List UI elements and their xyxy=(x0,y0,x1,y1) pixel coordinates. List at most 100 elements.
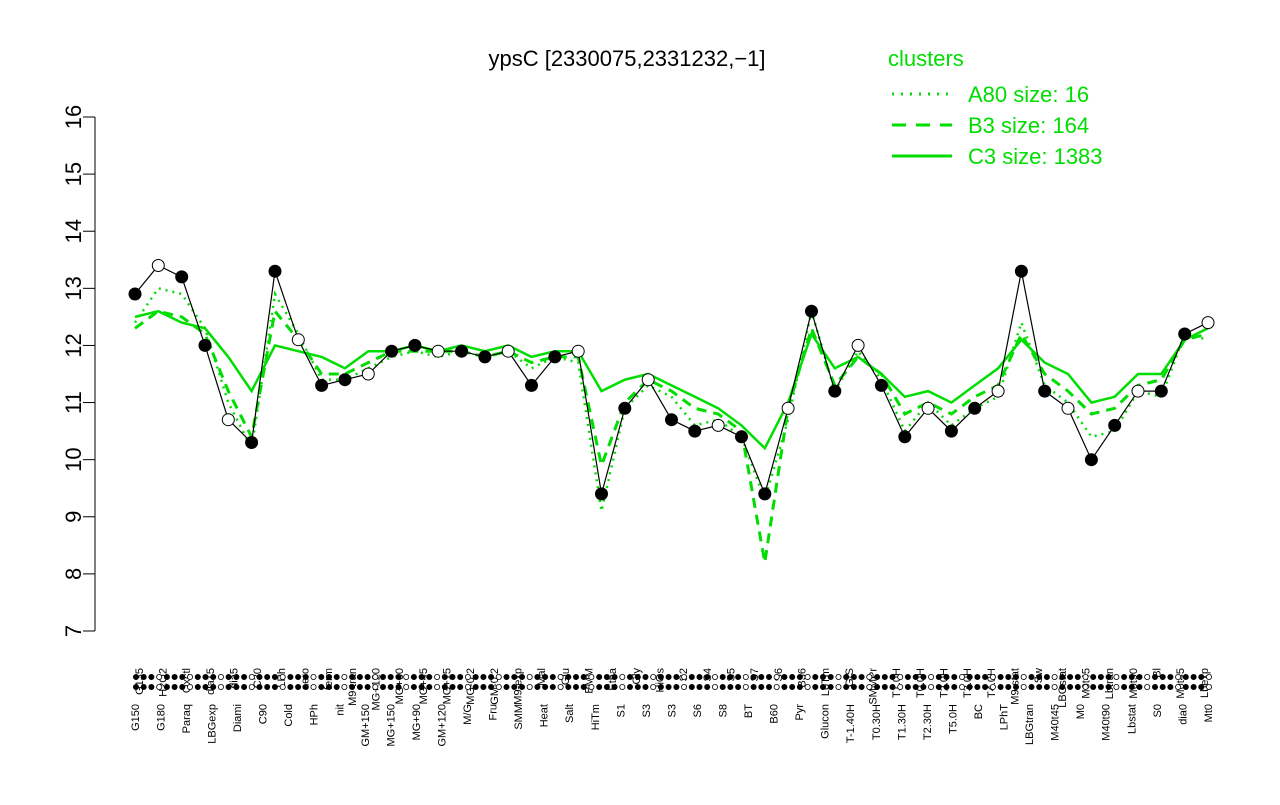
x-marker-dot xyxy=(827,684,834,691)
x-marker-dot xyxy=(750,674,757,681)
x-tick-label: Bl xyxy=(1152,668,1164,678)
x-tick-label: S6 xyxy=(692,704,704,717)
x-marker-dot xyxy=(843,684,850,691)
legend-title: clusters xyxy=(888,46,964,71)
x-marker-dot xyxy=(248,684,255,691)
x-marker-dot xyxy=(1043,684,1050,691)
x-marker-dot xyxy=(1005,674,1012,681)
x-marker-dot xyxy=(163,684,170,691)
x-marker-dot xyxy=(503,684,510,691)
x-marker-dot xyxy=(580,684,587,691)
x-marker-dot xyxy=(596,674,603,681)
x-marker-dot xyxy=(704,684,711,691)
x-marker-dot xyxy=(457,684,464,691)
x-marker-dot xyxy=(1113,684,1120,691)
x-marker-dot xyxy=(410,684,417,691)
x-tick-label: T2.30H xyxy=(922,704,934,740)
x-marker-dot xyxy=(349,674,356,681)
x-marker-dot xyxy=(742,674,749,681)
x-marker-dot xyxy=(719,684,726,691)
x-tick-label: T1.30H xyxy=(896,704,908,740)
x-marker-dot xyxy=(194,674,201,681)
x-marker-dot xyxy=(1020,674,1027,681)
y-tick-label: 13 xyxy=(61,276,86,300)
x-marker-dot xyxy=(912,684,919,691)
x-marker-dot xyxy=(542,674,549,681)
x-tick-label: BT xyxy=(743,704,755,718)
x-marker-dot xyxy=(349,684,356,691)
x-tick-label: M40t90 xyxy=(1101,704,1113,741)
x-tick-label: S0 xyxy=(1152,704,1164,717)
x-marker-dot xyxy=(588,674,595,681)
x-marker-dot xyxy=(1074,684,1081,691)
x-marker-dot xyxy=(1182,684,1189,691)
x-marker-dot xyxy=(202,684,209,691)
x-marker-dot xyxy=(542,684,549,691)
data-point xyxy=(315,378,329,392)
y-tick-label: 8 xyxy=(61,568,86,580)
x-tick-label: Cold xyxy=(283,704,295,727)
x-marker-dot xyxy=(132,684,139,691)
legend-label-b3: B3 size: 164 xyxy=(968,113,1089,138)
x-marker-dot xyxy=(874,674,881,681)
x-marker-dot xyxy=(989,674,996,681)
x-marker-dot xyxy=(488,674,495,681)
x-marker-dot xyxy=(526,674,533,681)
x-marker-dot xyxy=(1090,674,1097,681)
data-point xyxy=(361,367,375,381)
x-tick-label: Diami xyxy=(232,704,244,732)
x-marker-dot xyxy=(820,674,827,681)
x-marker-dot xyxy=(1206,674,1213,681)
x-marker-dot xyxy=(464,674,471,681)
x-marker-dot xyxy=(565,674,572,681)
x-tick-label: T3.0H xyxy=(962,668,974,698)
x-marker-dot xyxy=(271,674,278,681)
data-point xyxy=(711,418,725,432)
x-marker-dot xyxy=(140,674,147,681)
x-marker-dot xyxy=(912,674,919,681)
x-marker-dot xyxy=(673,684,680,691)
x-marker-dot xyxy=(1036,674,1043,681)
x-marker-dot xyxy=(1136,674,1143,681)
x-marker-dot xyxy=(526,684,533,691)
x-marker-dot xyxy=(889,684,896,691)
x-marker-dot xyxy=(596,684,603,691)
x-marker-dot xyxy=(573,674,580,681)
x-marker-dot xyxy=(966,684,973,691)
x-tick-label: G/S xyxy=(844,668,856,687)
x-marker-dot xyxy=(1051,674,1058,681)
x-marker-dot xyxy=(264,674,271,681)
x-tick-label: Mt0 xyxy=(1203,704,1215,722)
data-point xyxy=(198,338,212,352)
x-marker-dot xyxy=(457,674,464,681)
x-marker-dot xyxy=(1113,674,1120,681)
x-marker-dot xyxy=(557,674,564,681)
x-marker-dot xyxy=(364,684,371,691)
x-marker-dot xyxy=(688,674,695,681)
x-marker-dot xyxy=(943,674,950,681)
x-marker-dot xyxy=(1159,684,1166,691)
data-point xyxy=(525,378,538,392)
x-marker-dot xyxy=(827,674,834,681)
x-tick-label: Lbtran xyxy=(1104,668,1116,699)
x-marker-dot xyxy=(719,674,726,681)
x-marker-dot xyxy=(279,684,286,691)
x-marker-dot xyxy=(1121,674,1128,681)
x-marker-dot xyxy=(1167,674,1174,681)
x-marker-dot xyxy=(480,674,487,681)
x-marker-dot xyxy=(557,684,564,691)
x-marker-dot xyxy=(333,674,340,681)
x-marker-dot xyxy=(256,684,263,691)
x-marker-dot xyxy=(1144,684,1151,691)
x-marker-dot xyxy=(503,674,510,681)
data-point xyxy=(221,413,235,427)
x-marker-dot xyxy=(225,684,232,691)
x-marker-dot xyxy=(1067,684,1074,691)
data-point xyxy=(455,344,469,358)
data-point xyxy=(128,287,142,301)
x-tick-label: S3 xyxy=(666,704,678,717)
x-tick-labels: G135H2O2Oxctldia15dia5C30LPhaerofermM9-t… xyxy=(130,667,1215,746)
data-point xyxy=(268,264,282,278)
